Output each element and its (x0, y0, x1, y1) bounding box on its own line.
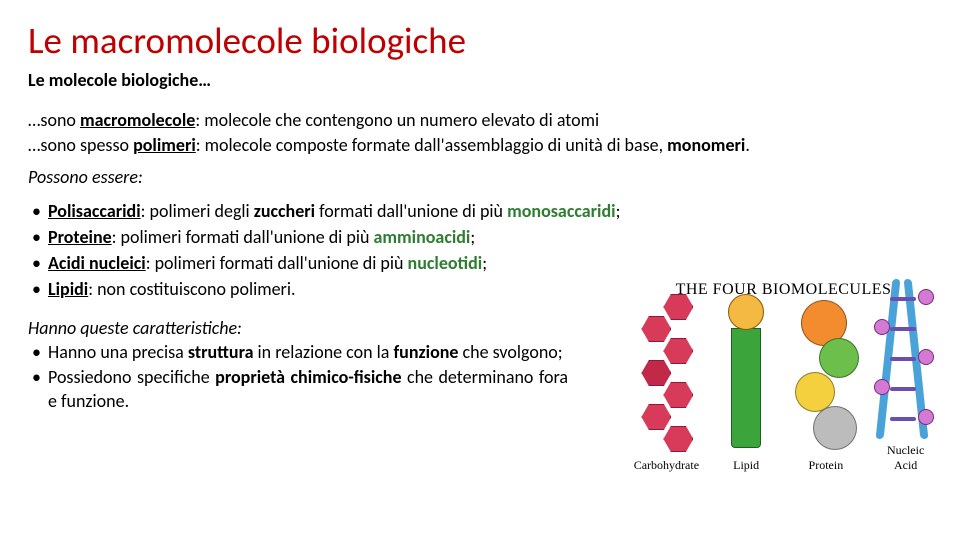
figure-row: Carbohydrate Lipid Protein (622, 303, 945, 473)
text: che svolgono; (458, 341, 562, 363)
term-green: nucleotidi (408, 252, 483, 274)
list-item: Hanno una precisa struttura in relazione… (48, 340, 568, 364)
term: struttura (188, 341, 254, 363)
figure-label: Carbohydrate (634, 458, 699, 473)
nucleic-column: Nucleic Acid (876, 279, 936, 473)
text: …sono spesso (28, 134, 133, 156)
text: : molecole che contengono un numero elev… (195, 109, 599, 131)
term: funzione (393, 341, 458, 363)
term: Proteine (48, 226, 112, 248)
text: . (745, 134, 750, 156)
text: : molecole composte formate dall'assembl… (196, 134, 667, 156)
definition-polimeri: …sono spesso polimeri: molecole composte… (28, 134, 932, 157)
term-green: monosaccaridi (507, 200, 615, 222)
term-polimeri: polimeri (133, 134, 196, 156)
text: ; (482, 252, 487, 274)
definition-macromolecole: …sono macromolecole: molecole che conten… (28, 109, 932, 132)
figure-label: Nucleic Acid (881, 443, 931, 473)
text: ; (616, 200, 621, 222)
protein-icon (791, 294, 861, 454)
term: proprietà chimico-fisiche (215, 366, 401, 388)
list-item: Acidi nucleici: polimeri formati dall'un… (48, 250, 932, 276)
lipid-column: Lipid (716, 294, 776, 473)
list-item: Proteine: polimeri formati dall'unione d… (48, 224, 932, 250)
text: zuccheri (254, 200, 315, 222)
figure-label: Lipid (733, 458, 759, 473)
characteristics-list: Hanno una precisa struttura in relazione… (28, 340, 568, 413)
text: Possiedono specifiche (48, 366, 215, 388)
text: : non costituiscono polimeri. (88, 278, 295, 300)
carbohydrate-column: Carbohydrate (631, 294, 701, 473)
text: …sono (28, 109, 80, 131)
nucleic-acid-icon (876, 279, 936, 439)
text: ; (470, 226, 475, 248)
text: : polimeri degli (141, 200, 254, 222)
term-monomeri: monomeri (667, 134, 745, 156)
carbohydrate-icon (631, 294, 701, 454)
text: : polimeri formati dall'unione di più (112, 226, 374, 248)
figure-label: Protein (809, 458, 844, 473)
term-green: amminoacidi (374, 226, 471, 248)
text: Hanno una precisa (48, 341, 188, 363)
possono-heading: Possono essere: (28, 166, 932, 188)
term: Acidi nucleici (48, 252, 146, 274)
list-item: Possiedono specifiche proprietà chimico-… (48, 365, 568, 414)
text: : polimeri formati dall'unione di più (146, 252, 408, 274)
term-macromolecole: macromolecole (80, 109, 195, 131)
biomolecules-figure: THE FOUR BIOMOLECULES Carbohydrate Lipid… (621, 276, 946, 518)
protein-column: Protein (791, 294, 861, 473)
list-item: Polisaccaridi: polimeri degli zuccheri f… (48, 198, 932, 224)
term: Polisaccaridi (48, 200, 141, 222)
text: formati dall'unione di più (315, 200, 507, 222)
text: in relazione con la (253, 341, 393, 363)
subtitle: Le molecole biologiche… (28, 69, 932, 91)
term: Lipidi (48, 278, 88, 300)
slide-title: Le macromolecole biologiche (28, 18, 932, 63)
lipid-icon (716, 294, 776, 454)
